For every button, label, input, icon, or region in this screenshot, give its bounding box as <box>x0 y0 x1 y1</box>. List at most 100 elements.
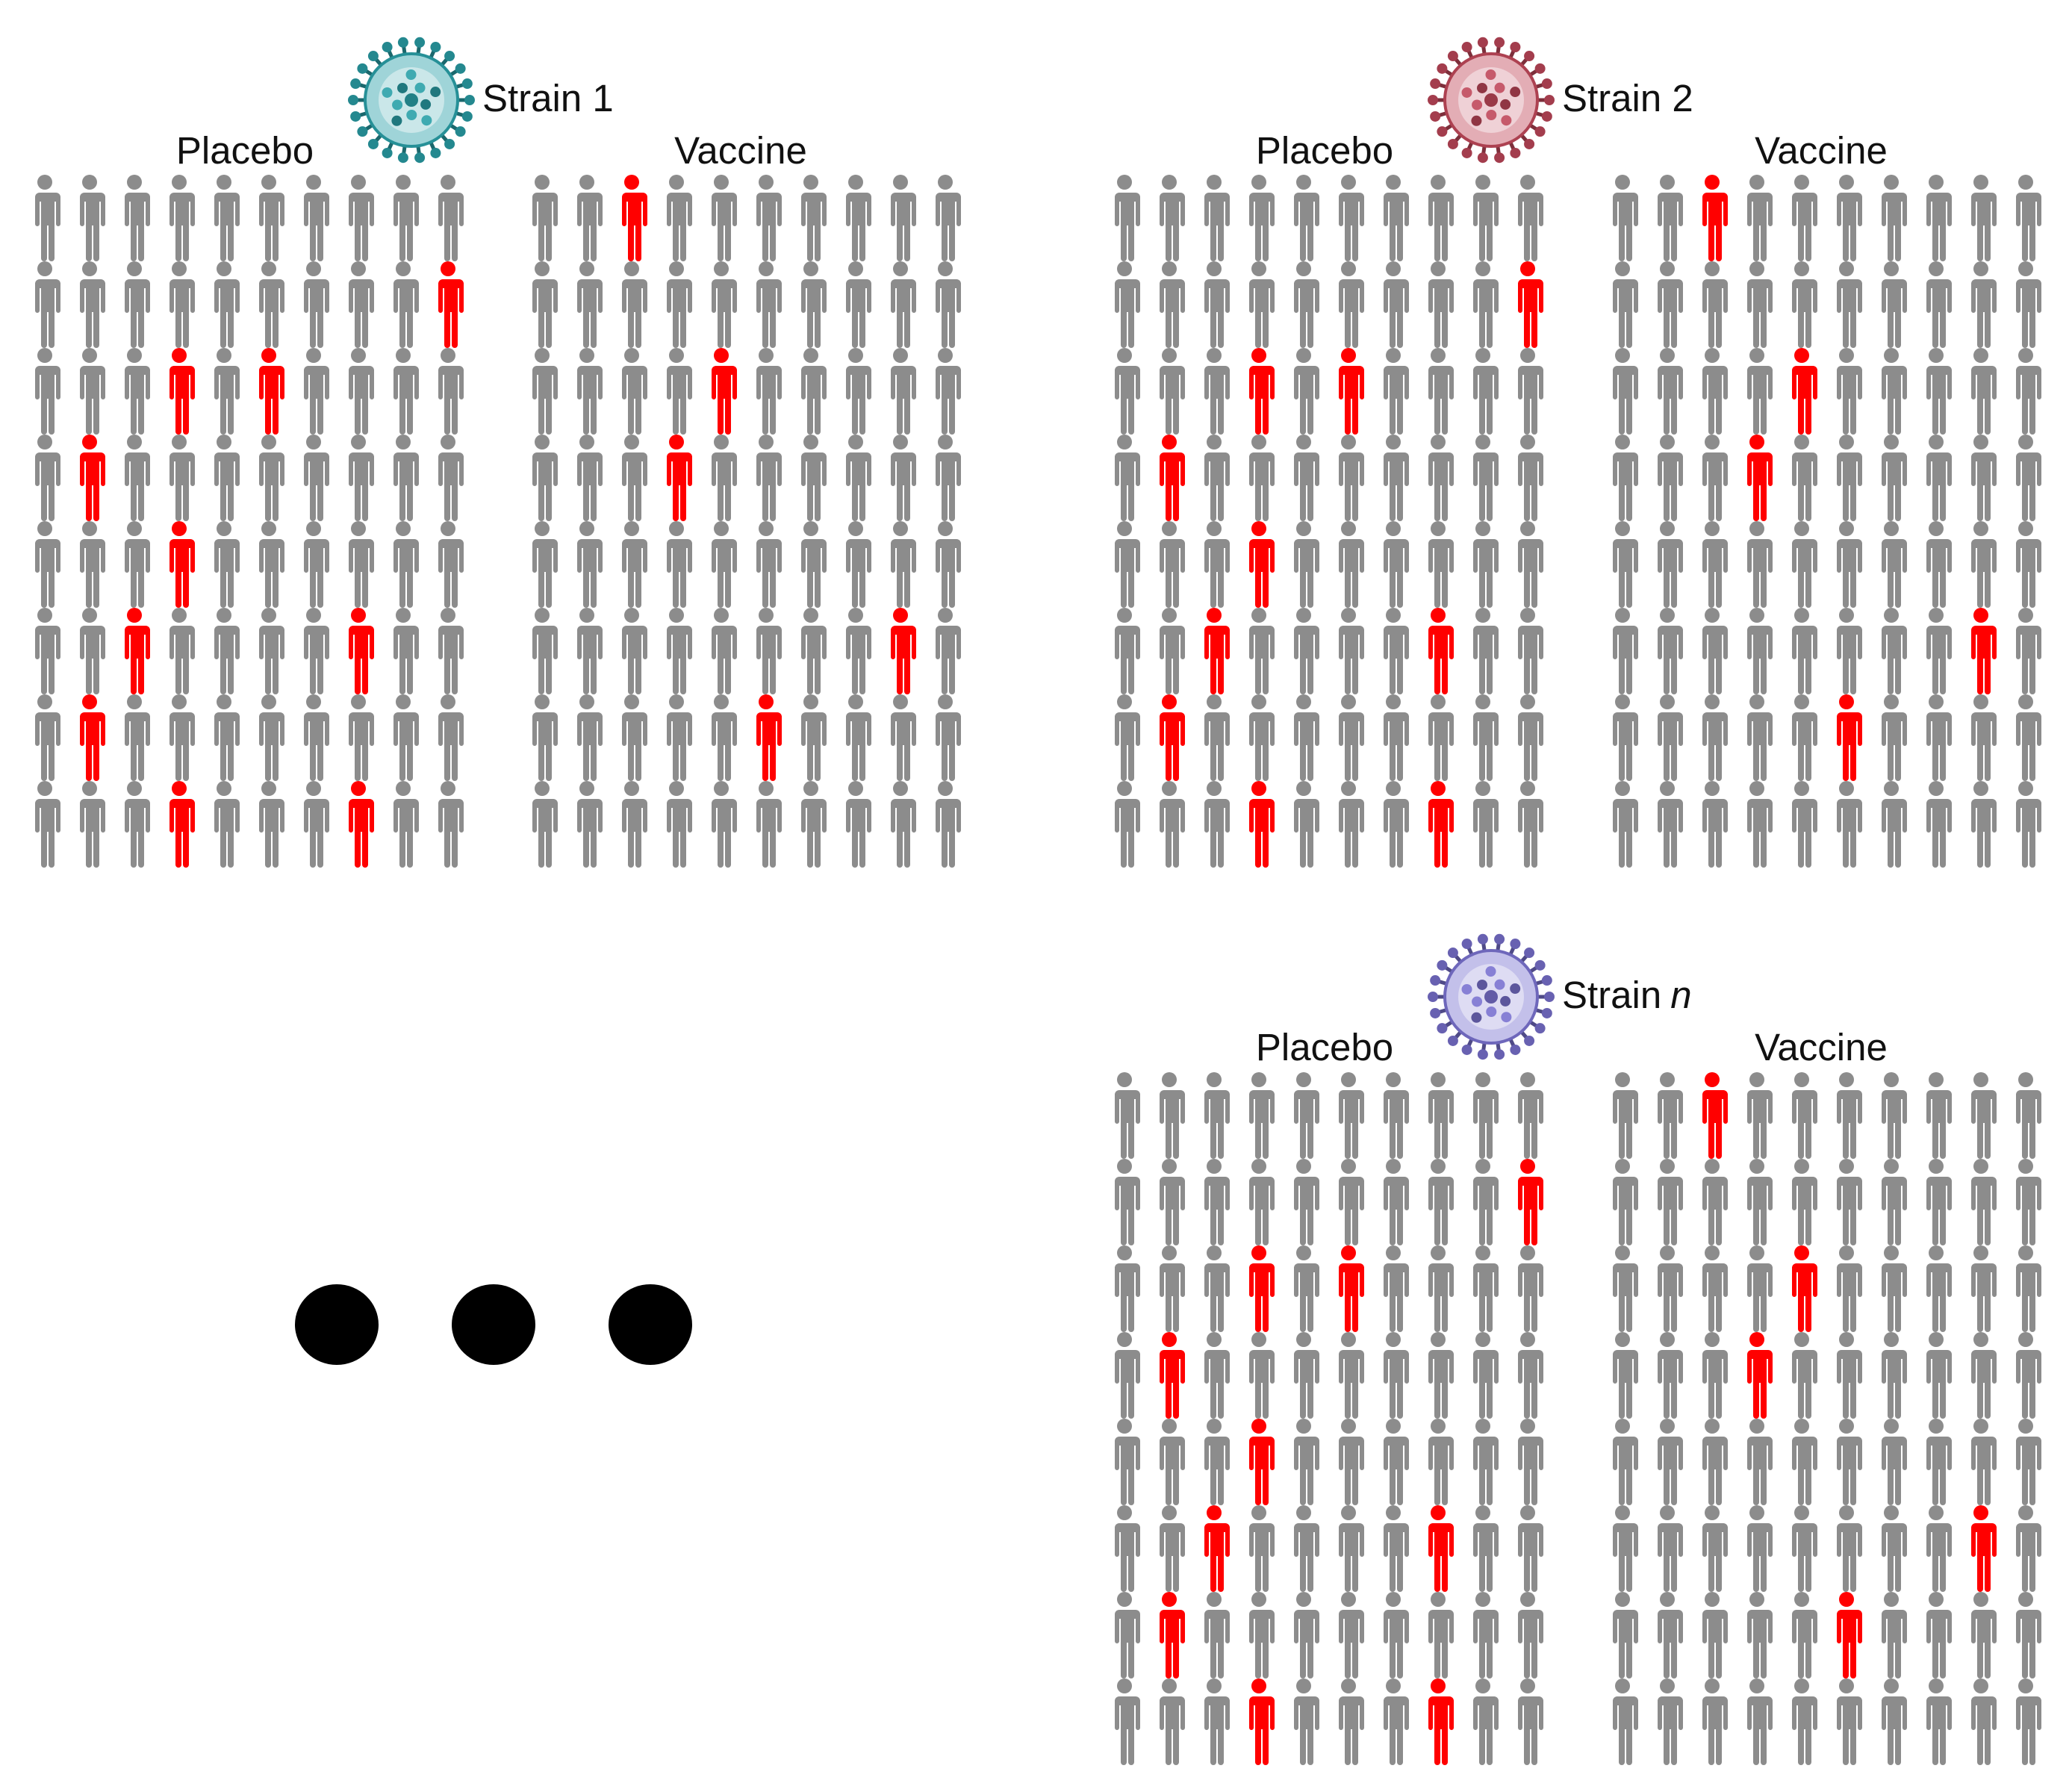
person-head <box>1386 348 1401 363</box>
person-body <box>934 539 961 608</box>
virus-protein <box>1510 87 1521 98</box>
person-head <box>714 348 729 363</box>
person-icon <box>2015 1592 2041 1679</box>
person-icon-infected <box>437 261 464 348</box>
person-icon <box>1337 608 1364 694</box>
person-body <box>1472 799 1499 868</box>
person-head <box>1162 781 1177 796</box>
person-icon <box>934 261 961 348</box>
person-head <box>893 781 908 796</box>
person-head <box>1794 1419 1809 1434</box>
person-head <box>1794 1072 1809 1087</box>
person-icon <box>620 348 647 435</box>
person-head <box>1615 348 1630 363</box>
person-body <box>1382 799 1409 868</box>
person-head <box>37 435 52 449</box>
person-body <box>1791 193 1817 261</box>
person-head <box>579 694 594 709</box>
person-body <box>755 279 782 348</box>
person-body <box>1382 1696 1409 1765</box>
person-icon <box>1337 261 1364 348</box>
person-icon-infected <box>1427 781 1454 868</box>
person-head <box>579 521 594 536</box>
person-head <box>1386 435 1401 449</box>
person-icon <box>1611 175 1638 261</box>
person-icon <box>1113 175 1140 261</box>
person-body <box>2015 1437 2041 1505</box>
person-head <box>82 175 97 190</box>
person-head <box>1162 1505 1177 1520</box>
person-head <box>441 348 455 363</box>
person-body <box>1472 1263 1499 1332</box>
person-body <box>1925 1437 1952 1505</box>
person-icon <box>1516 435 1543 521</box>
person-head <box>261 521 276 536</box>
person-body <box>1248 1263 1275 1332</box>
person-icon-infected <box>1427 1505 1454 1592</box>
person-body <box>392 626 419 694</box>
person-body <box>78 366 105 435</box>
person-body <box>1746 1090 1773 1159</box>
person-body <box>1656 1437 1683 1505</box>
person-body <box>1158 1437 1185 1505</box>
person-icon <box>844 694 871 781</box>
person-body <box>78 799 105 868</box>
person-body <box>1516 193 1543 261</box>
person-body <box>1701 1437 1728 1505</box>
person-icon <box>34 694 60 781</box>
person-icon-infected <box>1248 781 1275 868</box>
person-head <box>1207 608 1222 623</box>
person-icon <box>347 261 374 348</box>
virus-spike-tip <box>1447 138 1458 149</box>
person-body <box>1656 1696 1683 1765</box>
person-icon <box>392 175 419 261</box>
person-body <box>800 712 827 781</box>
person-head <box>938 435 953 449</box>
person-head <box>1341 1159 1356 1174</box>
virus-spike-tip <box>1494 933 1505 945</box>
person-icon <box>437 608 464 694</box>
person-head <box>1520 1592 1535 1607</box>
person-icon <box>258 521 284 608</box>
person-icon <box>1970 348 1997 435</box>
person-icon <box>1472 781 1499 868</box>
person-head <box>1117 1159 1132 1174</box>
person-head <box>1973 1332 1988 1347</box>
person-icon <box>1701 694 1728 781</box>
person-icon <box>1791 261 1817 348</box>
person-icon <box>1656 435 1683 521</box>
person-head <box>127 348 142 363</box>
person-icon-infected <box>1158 1592 1185 1679</box>
person-icon <box>1516 1332 1543 1419</box>
person-head <box>1162 1159 1177 1174</box>
person-body <box>889 712 916 781</box>
person-icon <box>1113 1245 1140 1332</box>
person-body <box>1337 799 1364 868</box>
person-icon <box>392 435 419 521</box>
person-head <box>1386 1245 1401 1260</box>
person-icon-infected <box>168 521 195 608</box>
person-body <box>2015 366 2041 435</box>
person-icon <box>1746 694 1773 781</box>
person-body <box>576 539 603 608</box>
person-body <box>1835 539 1862 608</box>
person-head <box>1929 435 1944 449</box>
person-body <box>302 279 329 348</box>
person-body <box>1791 1350 1817 1419</box>
person-head <box>1341 608 1356 623</box>
person-icon <box>213 608 240 694</box>
person-body <box>1925 1177 1952 1245</box>
person-body <box>1337 1177 1364 1245</box>
person-icon <box>1925 1505 1952 1592</box>
person-icon <box>168 694 195 781</box>
virus-spike-tip <box>455 63 466 74</box>
person-icon <box>123 781 150 868</box>
person-head <box>1520 694 1535 709</box>
person-head <box>396 781 411 796</box>
strain-label: Strain n <box>1562 976 1692 1014</box>
person-body <box>665 452 692 521</box>
person-head <box>37 781 52 796</box>
person-icon <box>1337 1679 1364 1765</box>
person-icon <box>1382 1159 1409 1245</box>
person-head <box>1839 1679 1854 1693</box>
